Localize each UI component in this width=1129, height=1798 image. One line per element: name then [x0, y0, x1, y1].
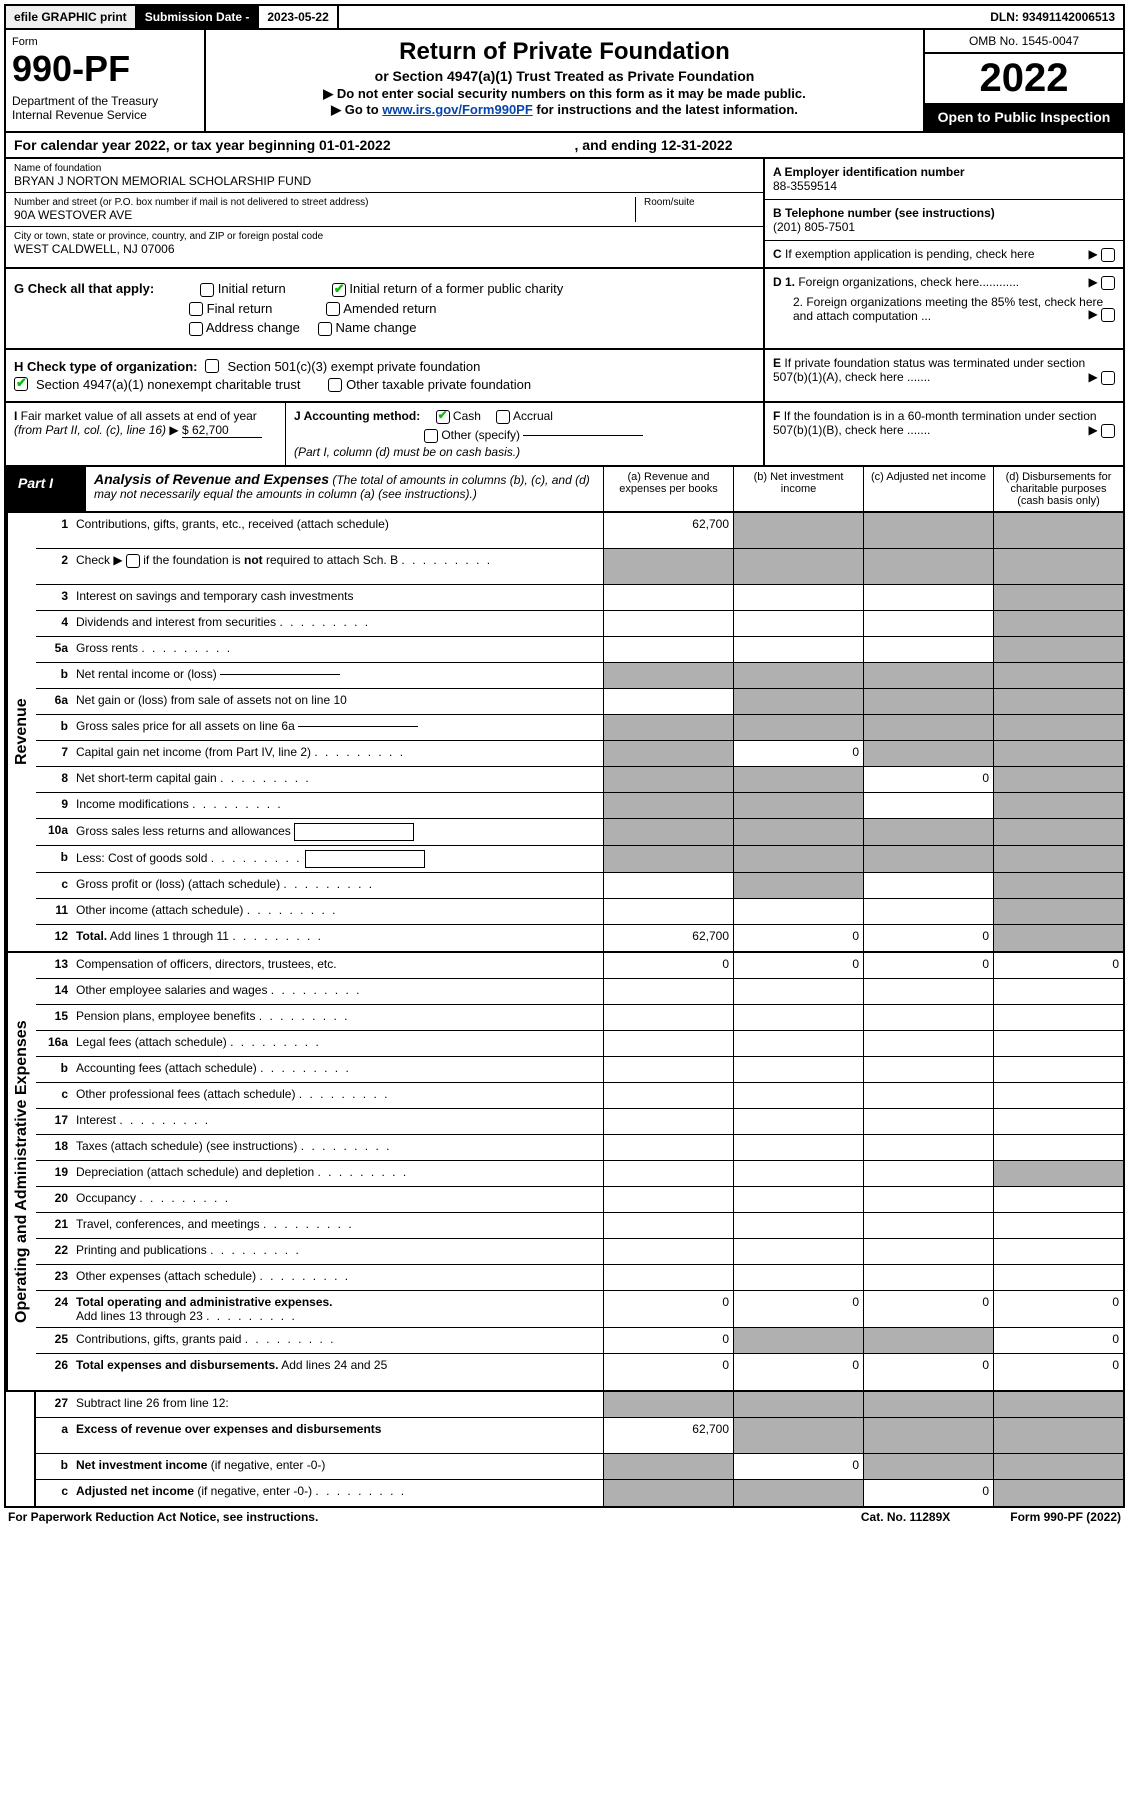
foundation-name: BRYAN J NORTON MEMORIAL SCHOLARSHIP FUND	[14, 174, 755, 188]
paperwork-notice: For Paperwork Reduction Act Notice, see …	[8, 1510, 318, 1524]
h-501c3-checkbox[interactable]	[205, 359, 219, 373]
submission-date: 2023-05-22	[259, 6, 338, 28]
g-name-checkbox[interactable]	[318, 322, 332, 336]
expenses-table: Operating and Administrative Expenses 13…	[4, 953, 1125, 1392]
efile-button[interactable]: efile GRAPHIC print	[6, 6, 137, 28]
page-footer: For Paperwork Reduction Act Notice, see …	[4, 1508, 1125, 1526]
omb-number: OMB No. 1545-0047	[925, 30, 1123, 54]
irs-link[interactable]: www.irs.gov/Form990PF	[382, 102, 533, 117]
fmv-value: $ 62,700	[182, 423, 262, 438]
form-label: Form	[12, 36, 198, 48]
schb-checkbox[interactable]	[126, 554, 140, 568]
city: WEST CALDWELL, NJ 07006	[14, 242, 755, 256]
open-inspection: Open to Public Inspection	[925, 103, 1123, 131]
h-label: H Check type of organization:	[14, 359, 197, 374]
e-label: If private foundation status was termina…	[773, 356, 1085, 384]
foundation-info: Name of foundation BRYAN J NORTON MEMORI…	[4, 159, 1125, 269]
f-label: If the foundation is in a 60-month termi…	[773, 409, 1097, 437]
d2-checkbox[interactable]	[1101, 308, 1115, 322]
col-d-head: (d) Disbursements for charitable purpose…	[993, 467, 1123, 511]
g-initial-checkbox[interactable]	[200, 283, 214, 297]
form-note-1: ▶ Do not enter social security numbers o…	[214, 86, 915, 102]
form-note-2: ▶ Go to www.irs.gov/Form990PF for instru…	[214, 102, 915, 118]
top-bar: efile GRAPHIC print Submission Date - 20…	[4, 4, 1125, 30]
col-b-head: (b) Net investment income	[733, 467, 863, 511]
room-label: Room/suite	[644, 197, 755, 208]
g-address-checkbox[interactable]	[189, 322, 203, 336]
address-label: Number and street (or P.O. box number if…	[14, 197, 635, 208]
c-label: If exemption application is pending, che…	[785, 247, 1035, 261]
j-cash-checkbox[interactable]	[436, 410, 450, 424]
phone-label: B Telephone number (see instructions)	[773, 206, 1115, 220]
expenses-side-label: Operating and Administrative Expenses	[6, 953, 36, 1390]
f-checkbox[interactable]	[1101, 424, 1115, 438]
name-label: Name of foundation	[14, 163, 755, 174]
cat-number: Cat. No. 11289X	[861, 1510, 950, 1524]
g-initial-former-checkbox[interactable]	[332, 283, 346, 297]
form-header: Form 990-PF Department of the TreasuryIn…	[4, 30, 1125, 133]
dln: DLN: 93491142006513	[982, 6, 1123, 28]
calendar-year-row: For calendar year 2022, or tax year begi…	[4, 133, 1125, 159]
h-other-checkbox[interactable]	[328, 378, 342, 392]
c-checkbox[interactable]	[1101, 248, 1115, 262]
d1-checkbox[interactable]	[1101, 276, 1115, 290]
g-amended-checkbox[interactable]	[326, 302, 340, 316]
d2-label: 2. Foreign organizations meeting the 85%…	[773, 295, 1115, 323]
h-section: H Check type of organization: Section 50…	[4, 350, 1125, 404]
d1-label: D 1. Foreign organizations, check here..…	[773, 275, 1115, 289]
phone: (201) 805-7501	[773, 220, 1115, 234]
form-number: 990-PF	[12, 48, 198, 90]
department: Department of the TreasuryInternal Reven…	[12, 94, 198, 122]
part1-header: Part I Analysis of Revenue and Expenses …	[4, 467, 1125, 513]
revenue-table: Revenue 1Contributions, gifts, grants, e…	[4, 513, 1125, 953]
part-label: Part I	[6, 467, 86, 511]
ij-section: I Fair market value of all assets at end…	[4, 403, 1125, 467]
tax-year: 2022	[925, 54, 1123, 103]
form-subtitle: or Section 4947(a)(1) Trust Treated as P…	[214, 68, 915, 84]
line27-table: 27Subtract line 26 from line 12: aExcess…	[4, 1392, 1125, 1508]
revenue-side-label: Revenue	[6, 513, 36, 951]
e-checkbox[interactable]	[1101, 371, 1115, 385]
ein-label: A Employer identification number	[773, 165, 1115, 179]
col-c-head: (c) Adjusted net income	[863, 467, 993, 511]
form-ref: Form 990-PF (2022)	[1010, 1510, 1121, 1524]
ein: 88-3559514	[773, 179, 1115, 193]
submission-date-label: Submission Date -	[137, 6, 260, 28]
city-label: City or town, state or province, country…	[14, 231, 755, 242]
j-other-checkbox[interactable]	[424, 429, 438, 443]
col-a-head: (a) Revenue and expenses per books	[603, 467, 733, 511]
address: 90A WESTOVER AVE	[14, 208, 635, 222]
g-section: G Check all that apply: Initial return I…	[4, 269, 1125, 350]
g-final-checkbox[interactable]	[189, 302, 203, 316]
h-4947-checkbox[interactable]	[14, 377, 28, 391]
g-label: G Check all that apply:	[14, 281, 154, 296]
form-title: Return of Private Foundation	[214, 38, 915, 66]
j-accrual-checkbox[interactable]	[496, 410, 510, 424]
